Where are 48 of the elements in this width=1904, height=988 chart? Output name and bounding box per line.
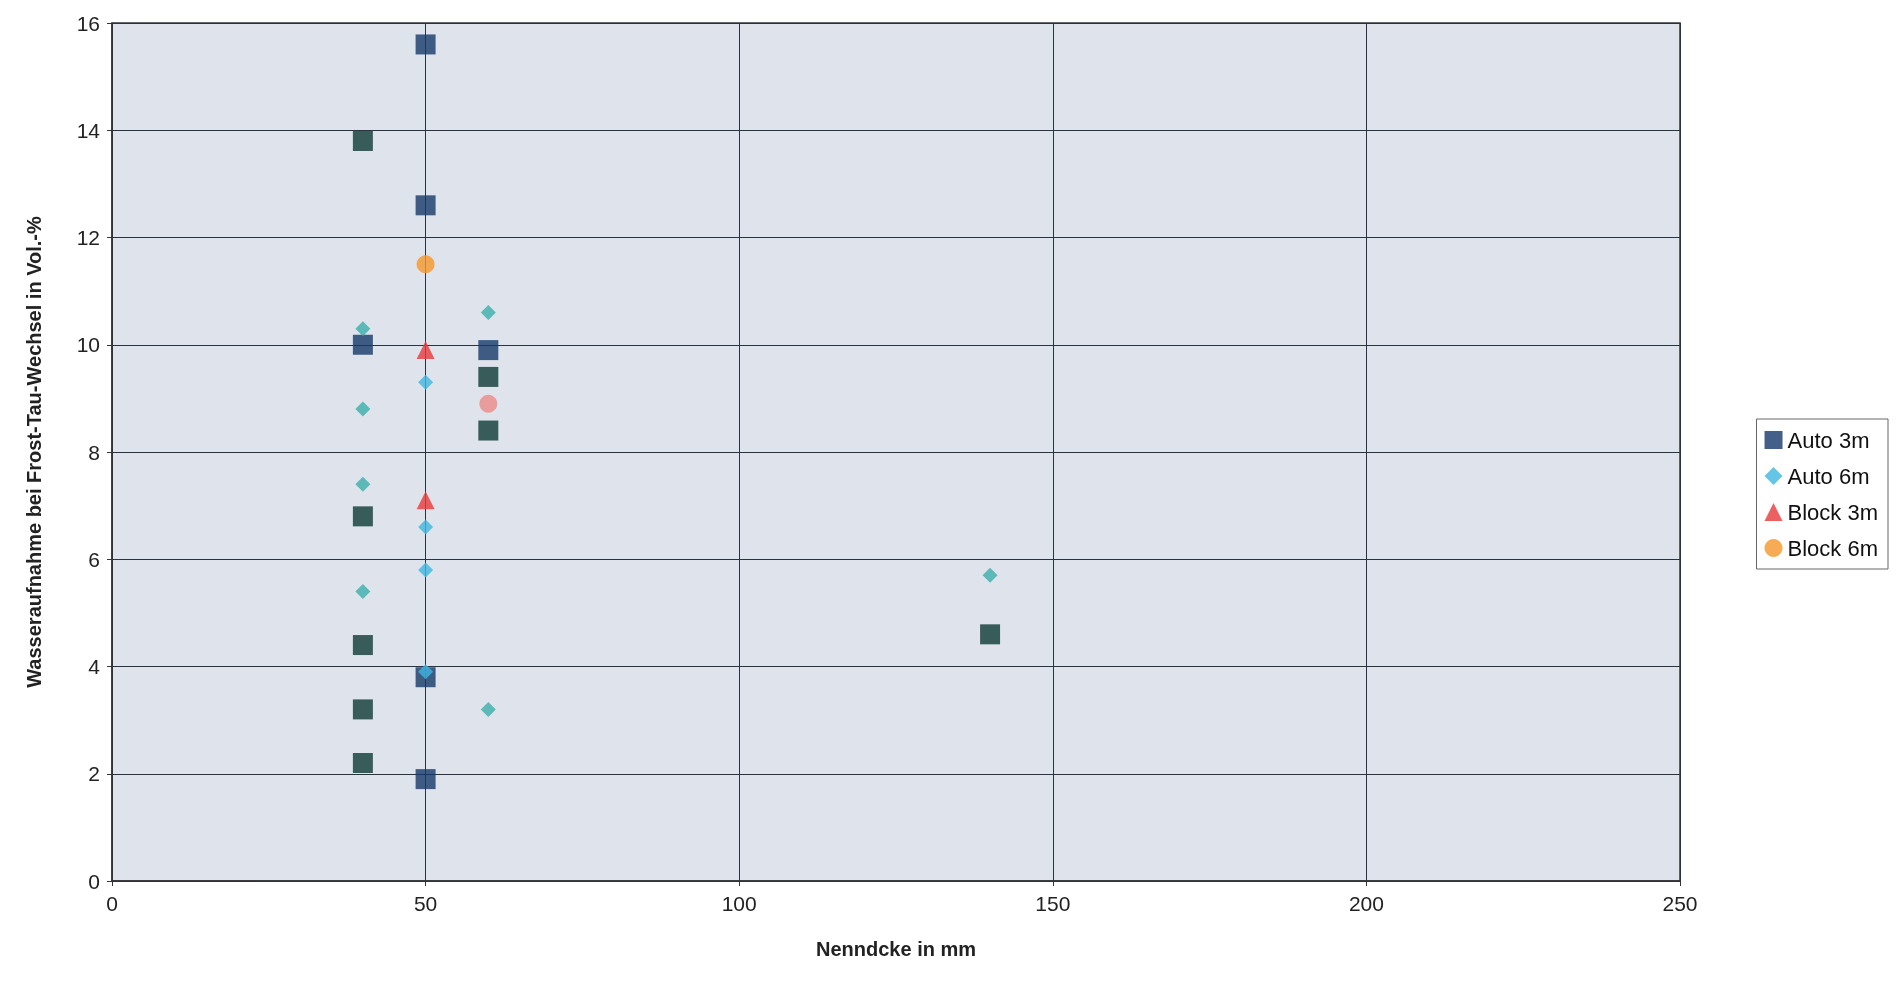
point <box>352 130 373 151</box>
legend-label: Auto 3m <box>1787 427 1870 453</box>
legend-label: Block 3m <box>1787 499 1879 525</box>
x-tick-label: 50 <box>413 892 438 915</box>
point <box>418 374 434 390</box>
y-tick-label: 12 <box>76 226 100 249</box>
point <box>352 635 373 656</box>
point <box>415 195 436 216</box>
point <box>416 255 435 274</box>
point <box>352 506 373 527</box>
y-tick-label: 16 <box>76 11 100 35</box>
y-tick-label: 10 <box>76 333 100 357</box>
point <box>416 341 435 360</box>
x-tick-label: 250 <box>1662 892 1698 915</box>
point <box>478 340 499 361</box>
point <box>480 305 496 321</box>
x-tick-label: 150 <box>1035 892 1071 915</box>
point <box>480 701 496 717</box>
legend-label: Auto 6m <box>1787 463 1870 489</box>
point <box>352 753 373 774</box>
x-tick-label: 200 <box>1348 892 1384 915</box>
point <box>478 420 499 441</box>
y-tick-label: 2 <box>88 762 100 786</box>
point <box>352 334 373 355</box>
x-tick-label: 0 <box>106 892 118 915</box>
point <box>355 476 371 492</box>
y-tick-label: 6 <box>88 547 100 571</box>
y-tick-label: 14 <box>76 118 101 142</box>
point <box>416 491 435 510</box>
point <box>355 583 371 599</box>
legend-label: Block 6m <box>1787 535 1879 561</box>
point <box>418 562 434 578</box>
y-axis-title: Wasseraufnahme bei Frost-Tau-Wechsel in Vol.-% <box>23 216 45 688</box>
point <box>355 321 371 337</box>
point <box>478 366 499 387</box>
point <box>418 519 434 535</box>
point <box>415 34 436 55</box>
point <box>352 699 373 720</box>
point <box>980 624 1001 645</box>
point <box>355 401 371 417</box>
point <box>479 394 498 413</box>
point <box>982 567 998 583</box>
point <box>415 769 436 790</box>
y-tick-label: 0 <box>88 869 100 893</box>
x-axis-title: Nenndcke in mm <box>815 938 977 960</box>
y-tick-label: 4 <box>88 655 101 678</box>
x-tick-label: 100 <box>721 892 757 915</box>
y-tick-label: 8 <box>88 440 100 464</box>
